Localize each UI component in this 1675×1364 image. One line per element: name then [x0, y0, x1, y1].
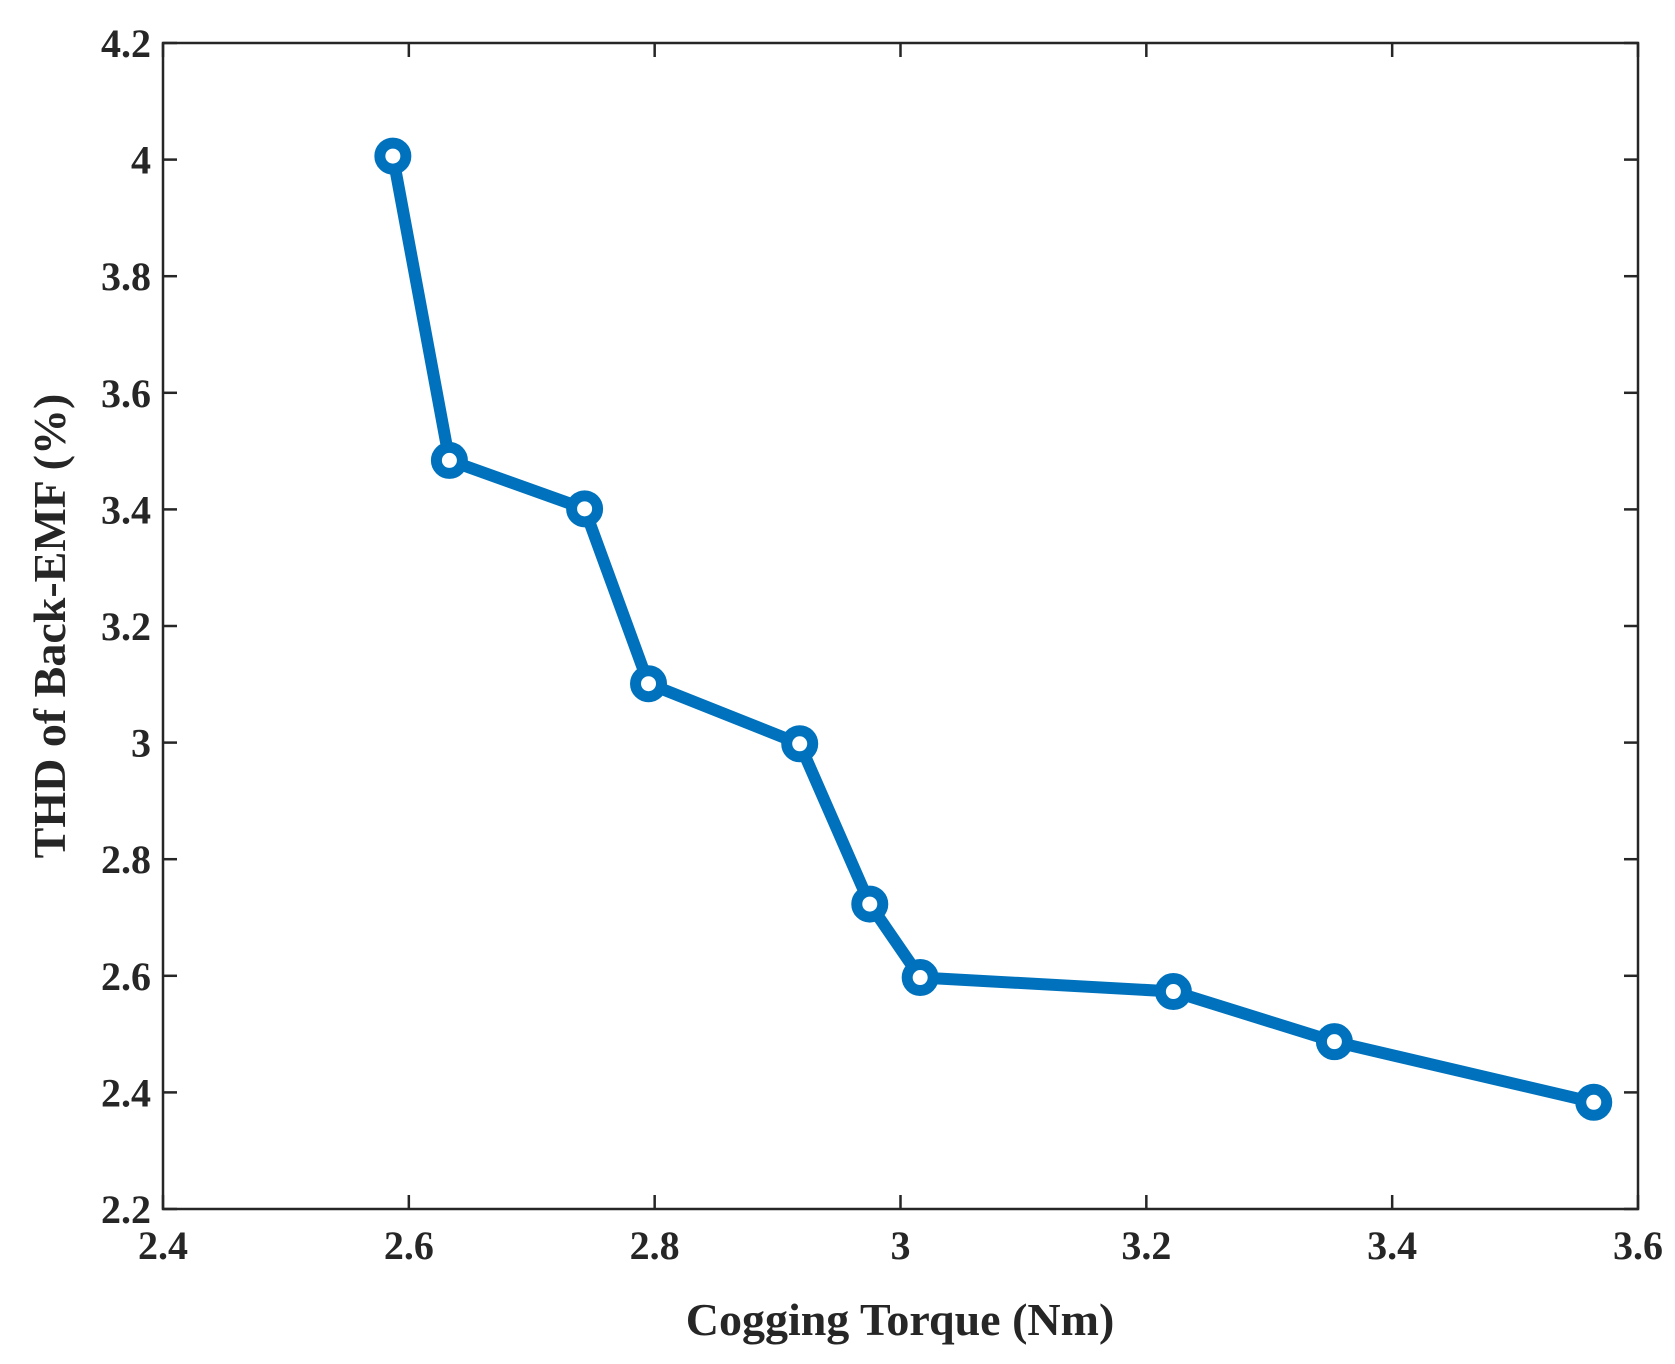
data-point-marker [430, 441, 468, 479]
x-tick-label: 3.4 [1367, 1223, 1417, 1268]
series-line [386, 150, 1600, 1109]
y-tick-label: 2.2 [101, 1187, 151, 1232]
series-layer [374, 137, 1613, 1121]
y-tick-label: 3.8 [101, 254, 151, 299]
y-tick-label: 4 [131, 138, 151, 183]
y-tick-label: 4.2 [101, 21, 151, 66]
data-point-marker [901, 959, 939, 997]
x-tick-label: 3.2 [1121, 1223, 1171, 1268]
y-tick-label: 2.4 [101, 1070, 151, 1115]
y-tick-label: 2.8 [101, 837, 151, 882]
data-point-marker [781, 725, 819, 763]
x-tick-label: 3.6 [1613, 1223, 1663, 1268]
x-tick-label: 2.6 [384, 1223, 434, 1268]
y-axis-title: THD of Back-EMF (%) [24, 394, 75, 859]
x-tick-label: 2.4 [138, 1223, 188, 1268]
data-point-marker [851, 885, 889, 923]
y-tick-label: 3.6 [101, 371, 151, 416]
y-tick-label: 2.6 [101, 954, 151, 999]
data-point-marker [630, 665, 668, 703]
data-point-marker [566, 490, 604, 528]
data-point-marker [1154, 973, 1192, 1011]
ticks-layer: 2.4 2.6 2.8 3 3.2 3.4 3.62.22.42.62.833.23.43.… [101, 21, 1663, 1268]
y-tick-label: 3.4 [101, 487, 151, 532]
x-tick-label: 2.8 [630, 1223, 680, 1268]
data-point-marker [1575, 1083, 1613, 1121]
x-tick-label: 3 [891, 1223, 911, 1268]
y-tick-label: 3 [131, 721, 151, 766]
plot-area [163, 43, 1638, 1209]
data-point-marker [1315, 1023, 1353, 1061]
axes-box [161, 41, 1640, 1211]
y-tick-label: 3.2 [101, 604, 151, 649]
data-point-marker [374, 137, 412, 175]
x-axis-title: Cogging Torque (Nm) [686, 1294, 1115, 1345]
